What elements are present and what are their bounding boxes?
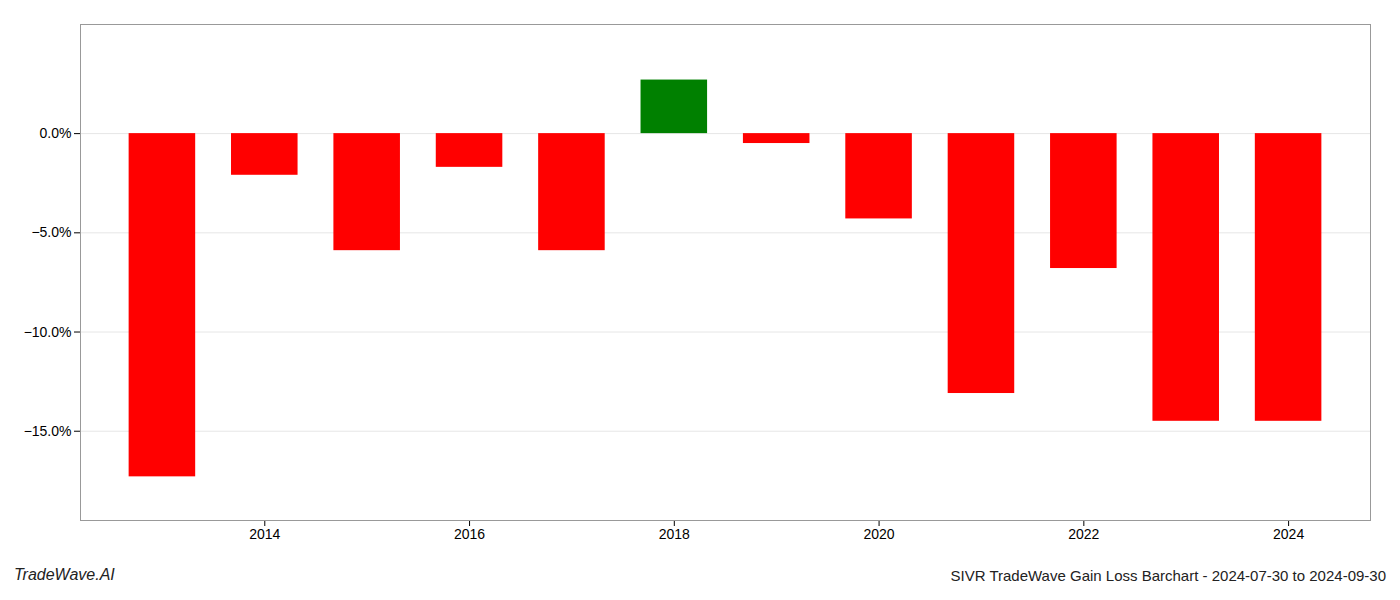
- svg-text:2024: 2024: [1273, 526, 1304, 542]
- svg-text:−15.0%: −15.0%: [24, 423, 72, 439]
- svg-text:−10.0%: −10.0%: [24, 324, 72, 340]
- svg-text:2014: 2014: [249, 526, 280, 542]
- svg-text:2022: 2022: [1068, 526, 1099, 542]
- svg-text:−5.0%: −5.0%: [31, 224, 71, 240]
- html-text:TradeWave.AI: TradeWave.AI: [14, 566, 115, 583]
- svg-text:0.0%: 0.0%: [40, 125, 72, 141]
- html-text:SIVR TradeWave Gain Loss Barch: SIVR TradeWave Gain Loss Barchart - 2024…: [950, 567, 1386, 584]
- svg-text:2018: 2018: [659, 526, 690, 542]
- svg-text:2016: 2016: [454, 526, 485, 542]
- svg-text:2020: 2020: [863, 526, 894, 542]
